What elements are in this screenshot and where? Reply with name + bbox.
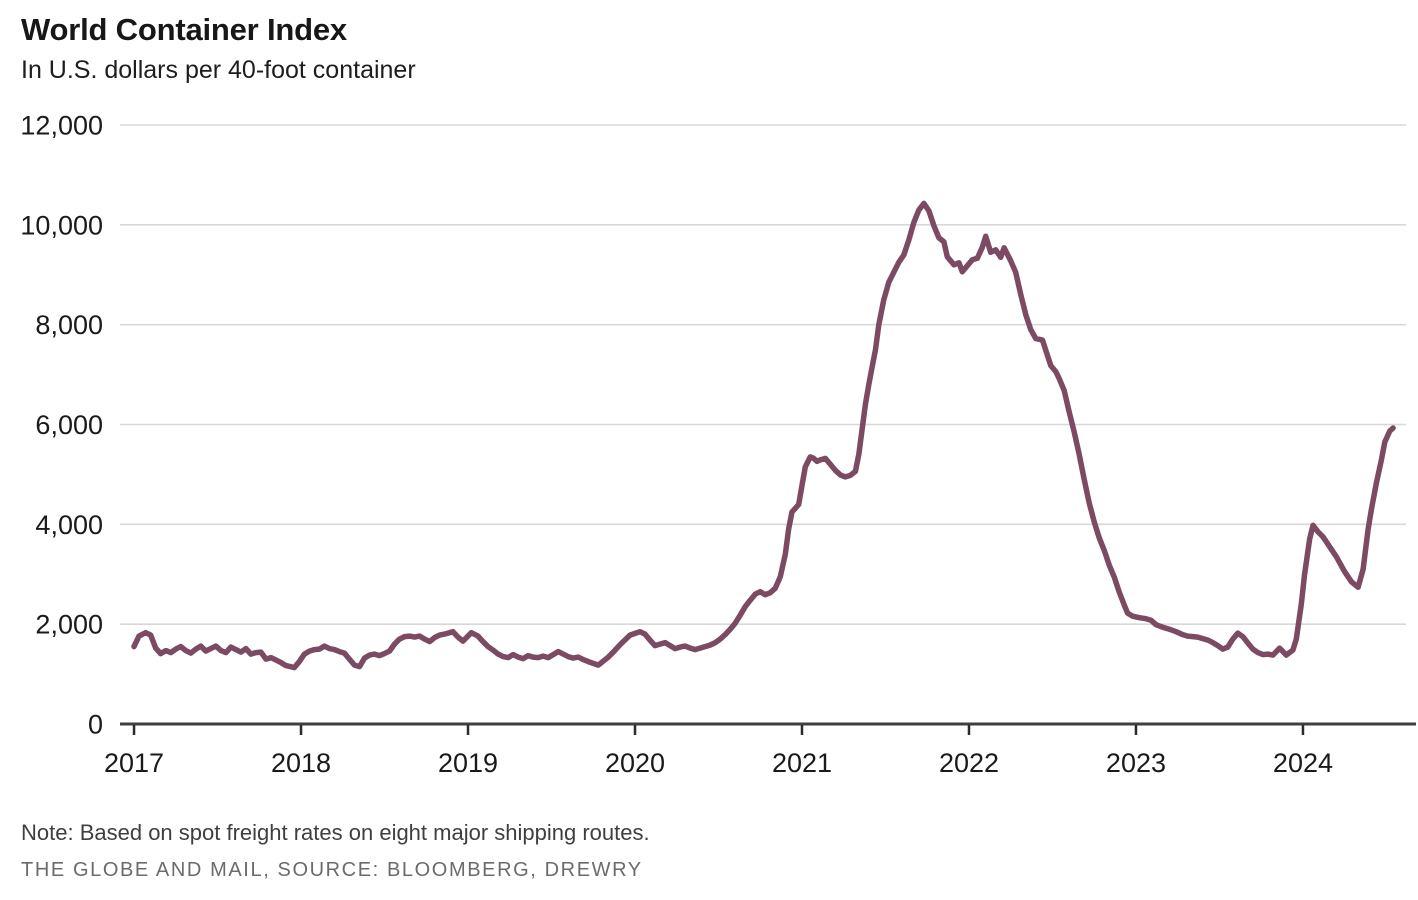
- y-axis-label: 12,000: [20, 111, 103, 141]
- y-axis-label: 0: [88, 710, 103, 740]
- y-axis-label: 6,000: [35, 410, 103, 440]
- x-axis-label: 2020: [605, 748, 665, 778]
- y-axis-label: 2,000: [35, 610, 103, 640]
- footnote: Note: Based on spot freight rates on eig…: [21, 820, 650, 845]
- wci-line: [131, 200, 1396, 671]
- chart-title: World Container Index: [21, 12, 347, 47]
- x-axis-label: 2024: [1273, 748, 1333, 778]
- x-axis-label: 2023: [1106, 748, 1166, 778]
- y-axis-label: 4,000: [35, 510, 103, 540]
- x-axis-label: 2021: [772, 748, 832, 778]
- x-axis-label: 2022: [939, 748, 999, 778]
- x-axis-label: 2017: [104, 748, 164, 778]
- chart-subtitle: In U.S. dollars per 40-foot container: [21, 56, 416, 84]
- source-credit: THE GLOBE AND MAIL, SOURCE: BLOOMBERG, D…: [21, 859, 643, 881]
- line-chart: 0 2,000 4,000 6,000 8,000 10,000 12,000 2017 201…: [20, 111, 1416, 778]
- x-axis-label: 2019: [438, 748, 498, 778]
- y-axis-label: 8,000: [35, 310, 103, 340]
- y-axis-label: 10,000: [20, 210, 103, 240]
- x-axis-label: 2018: [271, 748, 331, 778]
